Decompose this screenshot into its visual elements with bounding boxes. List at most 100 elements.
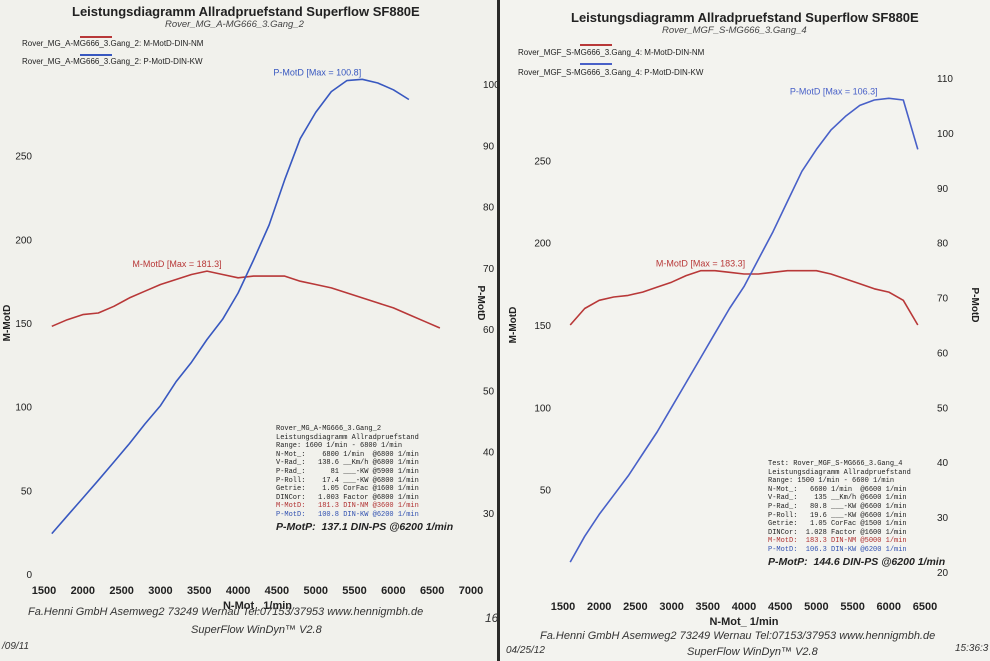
y-right-tick-label: 20 bbox=[937, 568, 949, 579]
y-right-tick-label: 70 bbox=[937, 294, 949, 305]
y-right-tick-label: 60 bbox=[483, 325, 495, 336]
y-left-tick-label: 250 bbox=[15, 152, 32, 163]
y-right-tick-label: 70 bbox=[483, 264, 495, 275]
y-right-tick-label: 40 bbox=[483, 448, 495, 459]
y-right-tick-label: 80 bbox=[483, 203, 495, 214]
x-tick-label: 1500 bbox=[551, 601, 575, 613]
box-line: Leistungsdiagramm Allradpruefstand bbox=[768, 469, 945, 478]
box-line: DINCor: 1.003 Factor @6800 1/min bbox=[276, 494, 453, 503]
y-left-tick-label: 100 bbox=[15, 403, 32, 414]
results-box: Rover_MG_A-MG666_3.Gang_2 Leistungsdiagr… bbox=[276, 425, 453, 531]
y-right-axis-label: P-MotD bbox=[475, 286, 486, 321]
y-right-tick-label: 100 bbox=[483, 80, 497, 91]
x-tick-label: 7000 bbox=[459, 585, 483, 597]
y-left-tick-label: 50 bbox=[21, 486, 33, 497]
torque-curve bbox=[52, 271, 440, 328]
x-tick-label: 4500 bbox=[768, 601, 792, 613]
y-left-tick-label: 250 bbox=[534, 156, 551, 167]
legend-power: Rover_MGF_S-MG666_3.Gang_4: P-MotD-DIN-K… bbox=[518, 68, 703, 77]
y-right-tick-label: 110 bbox=[937, 74, 953, 85]
x-tick-label: 5000 bbox=[303, 585, 327, 597]
summary-hp: P-MotP: 137.1 DIN-PS @6200 1/min bbox=[276, 523, 453, 532]
y-left-tick-label: 150 bbox=[534, 321, 551, 332]
summary-hp: P-MotP: 144.6 DIN-PS @6200 1/min bbox=[768, 558, 945, 567]
y-right-tick-label: 90 bbox=[937, 184, 949, 195]
box-line: P-Rad_: 81 ___-KW @5900 1/min bbox=[276, 468, 453, 477]
x-tick-label: 6500 bbox=[913, 601, 937, 613]
x-tick-label: 2500 bbox=[109, 585, 133, 597]
x-tick-label: 6000 bbox=[381, 585, 405, 597]
x-tick-label: 6000 bbox=[877, 601, 901, 613]
footer-address: Fa.Henni GmbH Asemweg2 73249 Wernau Tel:… bbox=[28, 606, 423, 618]
y-left-tick-label: 0 bbox=[26, 570, 32, 581]
legend-torque: Rover_MGF_S-MG666_3.Gang_4: M-MotD-DIN-N… bbox=[518, 48, 704, 57]
y-right-tick-label: 50 bbox=[483, 386, 495, 397]
legend-power-swatch bbox=[580, 63, 612, 65]
y-left-tick-label: 200 bbox=[15, 235, 32, 246]
y-right-tick-label: 50 bbox=[937, 403, 949, 414]
y-right-tick-label: 60 bbox=[937, 348, 949, 359]
power-max-label: P-MotD [Max = 106.3] bbox=[790, 86, 878, 96]
box-line: V-Rad_: 138.6 __Km/h @6800 1/min bbox=[276, 459, 453, 468]
box-line: Rover_MG_A-MG666_3.Gang_2 bbox=[276, 425, 453, 434]
x-tick-label: 2500 bbox=[623, 601, 647, 613]
box-torque-max: M-MotD: 183.3 DIN-NM @5000 1/min bbox=[768, 537, 945, 546]
y-right-tick-label: 90 bbox=[483, 141, 495, 152]
x-tick-label: 4000 bbox=[732, 601, 756, 613]
legend-torque-swatch bbox=[580, 44, 612, 46]
y-left-tick-label: 200 bbox=[534, 239, 551, 250]
x-tick-label: 6500 bbox=[420, 585, 444, 597]
dyno-sheet-left: 1500 2000 2500 3000 3500 4000 4500 5000 5500 6000… bbox=[0, 0, 497, 661]
x-tick-label: 3000 bbox=[659, 601, 683, 613]
box-line: V-Rad_: 135 __Km/h @6600 1/min bbox=[768, 494, 945, 503]
y-right-axis-label: P-MotD bbox=[969, 288, 980, 323]
legend-torque: Rover_MG_A-MG666_3.Gang_2: M-MotD-DIN-NM bbox=[22, 39, 203, 48]
results-box: Test: Rover_MGF_S-MG666_3.Gang_4 Leistun… bbox=[768, 460, 945, 566]
footer-address: Fa.Henni GmbH Asemweg2 73249 Wernau Tel:… bbox=[540, 630, 935, 642]
chart-subtitle: Rover_MGF_S-MG666_3.Gang_4 bbox=[662, 25, 807, 36]
footer-software: SuperFlow WinDyn™ V2.8 bbox=[191, 624, 322, 636]
y-right-tick-label: 30 bbox=[483, 509, 495, 520]
x-tick-label: 5500 bbox=[342, 585, 366, 597]
box-line: P-Roll: 17.4 ___-KW @6800 1/min bbox=[276, 477, 453, 486]
y-left-tick-label: 50 bbox=[540, 486, 552, 497]
y-left-axis-label: M-MotD bbox=[508, 307, 519, 344]
box-power-max: P-MotD: 106.3 DIN-KW @6200 1/min bbox=[768, 546, 945, 555]
box-line: Test: Rover_MGF_S-MG666_3.Gang_4 bbox=[768, 460, 945, 469]
chart-title: Leistungsdiagramm Allradpruefstand Super… bbox=[72, 4, 420, 19]
x-tick-label: 2000 bbox=[71, 585, 95, 597]
x-tick-label: 5000 bbox=[804, 601, 828, 613]
x-tick-label: 4000 bbox=[226, 585, 250, 597]
power-max-label: P-MotD [Max = 100.8] bbox=[273, 67, 361, 77]
box-line: P-Roll: 19.6 ___-KW @6600 1/min bbox=[768, 512, 945, 521]
print-date: 04/25/12 bbox=[506, 645, 545, 656]
x-tick-label: 4500 bbox=[265, 585, 289, 597]
footer-software: SuperFlow WinDyn™ V2.8 bbox=[687, 646, 818, 658]
x-tick-label: 5500 bbox=[840, 601, 864, 613]
box-power-max: P-MotD: 100.8 DIN-KW @6200 1/min bbox=[276, 511, 453, 520]
box-line: N-Mot_: 6800 1/min @6800 1/min bbox=[276, 451, 453, 460]
chart-title: Leistungsdiagramm Allradpruefstand Super… bbox=[571, 10, 919, 25]
y-left-tick-label: 150 bbox=[15, 319, 32, 330]
x-tick-label: 2000 bbox=[587, 601, 611, 613]
y-left-axis-label: M-MotD bbox=[2, 305, 13, 342]
box-line: N-Mot_: 6600 1/min @6600 1/min bbox=[768, 486, 945, 495]
page-mark: 16 bbox=[485, 611, 497, 625]
torque-curve bbox=[570, 271, 918, 325]
legend-torque-swatch bbox=[80, 36, 112, 38]
box-line: Getrie: 1.05 CorFac @1500 1/min bbox=[768, 520, 945, 529]
box-line: Range: 1600 1/min - 6800 1/min bbox=[276, 442, 453, 451]
box-line: Leistungsdiagramm Allradpruefstand bbox=[276, 434, 453, 443]
torque-max-label: M-MotD [Max = 183.3] bbox=[656, 259, 745, 269]
box-line: Getrie: 1.05 CorFac @1600 1/min bbox=[276, 485, 453, 494]
box-torque-max: M-MotD: 181.3 DIN-NM @3600 1/min bbox=[276, 502, 453, 511]
y-left-tick-label: 100 bbox=[534, 403, 551, 414]
box-line: Range: 1500 1/min - 6600 1/min bbox=[768, 477, 945, 486]
x-tick-label: 3000 bbox=[148, 585, 172, 597]
print-time: 15:36:3 bbox=[955, 643, 988, 654]
box-line: P-Rad_: 80.8 ___-KW @6600 1/min bbox=[768, 503, 945, 512]
x-tick-label: 1500 bbox=[32, 585, 56, 597]
legend-power: Rover_MG_A-MG666_3.Gang_2: P-MotD-DIN-KW bbox=[22, 57, 203, 66]
chart-left: 1500 2000 2500 3000 3500 4000 4500 5000 5500 6000… bbox=[0, 0, 497, 661]
dyno-sheet-right: 1500 2000 2500 3000 3500 4000 4500 5000 5500 6000… bbox=[500, 0, 990, 661]
